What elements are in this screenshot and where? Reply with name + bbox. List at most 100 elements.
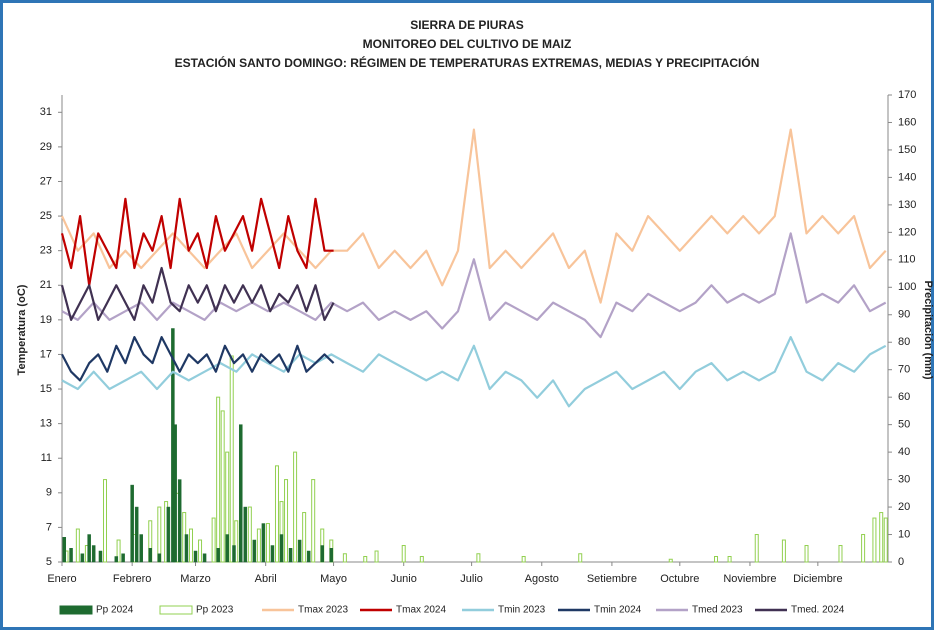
line (60, 128, 887, 304)
legend-swatch (159, 605, 193, 615)
x-tick-label: Febrero (113, 573, 152, 585)
bar (232, 545, 236, 563)
y2-tick-label: 30 (898, 473, 910, 485)
x-tick-label: Julio (460, 573, 483, 585)
bar (861, 534, 866, 563)
y-tick-label: 13 (40, 418, 52, 430)
bar (252, 539, 257, 563)
y2-tick-label: 10 (898, 528, 910, 540)
bar (714, 556, 719, 563)
x-tick-label: Enero (47, 573, 76, 585)
y2-tick-label: 130 (898, 199, 916, 211)
y2-tick-label: 120 (898, 226, 916, 238)
bar (173, 424, 177, 563)
chart-title: ESTACIÓN SANTO DOMINGO: RÉGIMEN DE TEMPE… (175, 55, 760, 70)
bar (401, 545, 406, 563)
bar (265, 523, 270, 563)
y-tick-label: 25 (40, 210, 52, 222)
bar (247, 506, 252, 563)
bar (727, 556, 732, 563)
legend-swatch (59, 605, 93, 615)
bar (883, 517, 888, 563)
y2-tick-label: 40 (898, 446, 910, 458)
line (60, 197, 334, 287)
y-tick-label: 21 (40, 279, 52, 291)
bar (229, 355, 234, 563)
legend-label: Tmin 2023 (498, 605, 546, 616)
bar (243, 506, 248, 563)
bar (157, 553, 162, 563)
bar (211, 517, 216, 563)
bar (202, 553, 207, 563)
bar (342, 553, 347, 563)
y-tick-label: 11 (41, 452, 52, 464)
bar (148, 548, 153, 563)
legend-label: Tmed 2023 (692, 605, 743, 616)
x-tick-label: Agosto (525, 573, 559, 585)
y-tick-label: 7 (46, 521, 52, 533)
y-tick-label: 17 (40, 348, 52, 360)
bar (284, 479, 289, 563)
line (61, 336, 887, 408)
bar (279, 534, 284, 563)
bar (69, 548, 73, 563)
bar (75, 528, 80, 563)
bar (134, 506, 139, 563)
legend-label: Tmax 2024 (396, 605, 446, 616)
bar (363, 556, 368, 563)
bar (256, 528, 261, 563)
bar (130, 484, 134, 563)
x-tick-label: Junio (391, 573, 417, 585)
bar (311, 479, 316, 563)
bar (139, 534, 143, 563)
bar (234, 520, 239, 563)
y2-tick-label: 110 (898, 254, 916, 266)
x-tick-label: Setiembre (587, 573, 637, 585)
line (60, 266, 335, 321)
x-tick-label: Diciembre (793, 573, 843, 585)
bar (804, 545, 809, 563)
legend-label: Pp 2023 (196, 605, 234, 616)
y-tick-label: 29 (40, 141, 52, 153)
bar (781, 539, 786, 563)
bar (114, 556, 119, 563)
y2-tick-label: 60 (898, 391, 910, 403)
bar (121, 553, 125, 563)
bar (293, 451, 298, 563)
bar (216, 548, 220, 563)
bar (521, 556, 526, 563)
y2-tick-label: 140 (898, 171, 916, 183)
y-tick-label: 15 (40, 383, 52, 395)
legend-label: Tmin 2024 (594, 605, 642, 616)
y2-tick-label: 50 (898, 419, 910, 431)
bar (177, 479, 182, 563)
line (61, 232, 887, 339)
bar (419, 556, 424, 563)
y2-tick-label: 150 (898, 144, 916, 156)
bar (116, 539, 121, 563)
y2-tick-label: 80 (898, 336, 910, 348)
bar (91, 545, 96, 563)
bar (102, 479, 107, 563)
bar (297, 539, 302, 563)
chart-title: MONITOREO DEL CULTIVO DE MAIZ (363, 37, 572, 51)
bar (261, 523, 266, 563)
bar (754, 534, 759, 563)
chart-title: SIERRA DE PIURAS (410, 18, 524, 32)
y2-tick-label: 70 (898, 364, 910, 376)
y2-tick-label: 170 (898, 89, 916, 101)
bar (872, 517, 877, 563)
bar (578, 553, 583, 563)
legend-label: Pp 2024 (96, 605, 134, 616)
bar (274, 465, 279, 563)
x-tick-label: Marzo (180, 573, 211, 585)
y-tick-label: 9 (46, 487, 52, 499)
bar (239, 424, 243, 563)
bar (374, 550, 379, 563)
bar (306, 550, 311, 563)
bar (87, 534, 91, 563)
x-tick-label: Mayo (320, 573, 347, 585)
bar (188, 528, 193, 563)
